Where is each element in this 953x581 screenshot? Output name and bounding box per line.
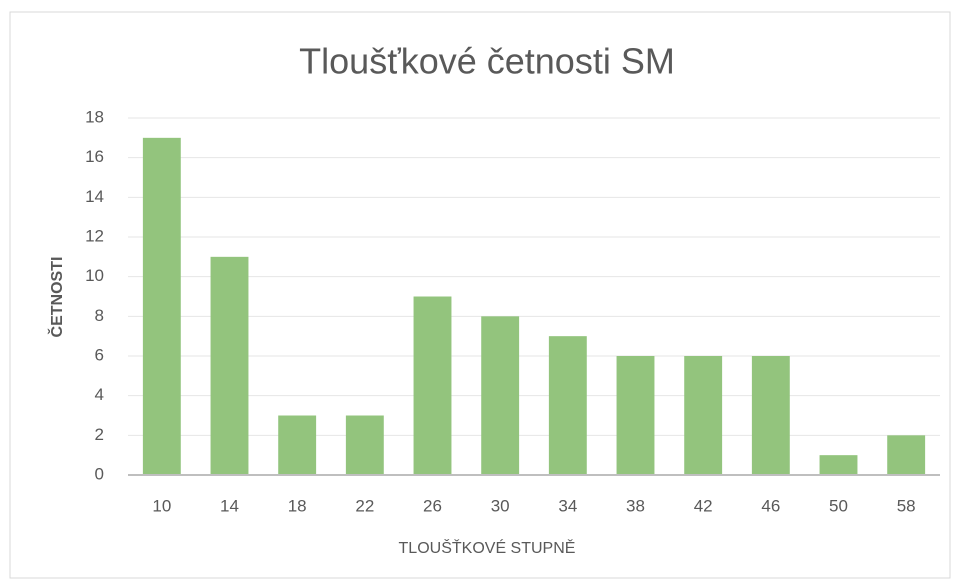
y-tick-label: 4: [95, 385, 104, 404]
x-tick-label: 10: [152, 496, 171, 515]
x-tick-label: 26: [423, 496, 442, 515]
x-tick-label: 34: [558, 496, 577, 515]
x-tick-label: 38: [626, 496, 645, 515]
x-tick-label: 46: [761, 496, 780, 515]
bar: [616, 356, 655, 475]
y-tick-label: 2: [95, 425, 104, 444]
bar: [210, 256, 249, 475]
y-tick-label: 18: [85, 107, 104, 126]
y-tick-label: 12: [85, 226, 104, 245]
y-tick-label: 16: [85, 147, 104, 166]
bar: [751, 356, 790, 475]
x-axis-label: TLOUŠŤKOVÉ STUPNĚ: [399, 538, 576, 557]
y-tick-label: 0: [95, 464, 104, 483]
bar: [548, 336, 587, 475]
x-tick-label: 22: [355, 496, 374, 515]
bar: [887, 435, 926, 475]
x-tick-label: 42: [694, 496, 713, 515]
y-tick-label: 14: [85, 187, 104, 206]
x-tick-label: 14: [220, 496, 239, 515]
chart-title: Tloušťkové četnosti SM: [299, 41, 675, 82]
bar: [819, 455, 858, 475]
y-tick-label: 10: [85, 266, 104, 285]
x-tick-label: 50: [829, 496, 848, 515]
bar: [278, 415, 317, 475]
bar: [481, 316, 520, 475]
bar: [142, 137, 181, 476]
x-tick-label: 30: [491, 496, 510, 515]
y-axis-label: ČETNOSTI: [47, 257, 66, 338]
x-tick-label: 18: [288, 496, 307, 515]
y-tick-label: 6: [95, 345, 104, 364]
bar: [684, 356, 723, 475]
bar: [345, 415, 384, 475]
bar: [413, 296, 452, 475]
y-tick-label: 8: [95, 306, 104, 325]
x-tick-label: 58: [897, 496, 916, 515]
